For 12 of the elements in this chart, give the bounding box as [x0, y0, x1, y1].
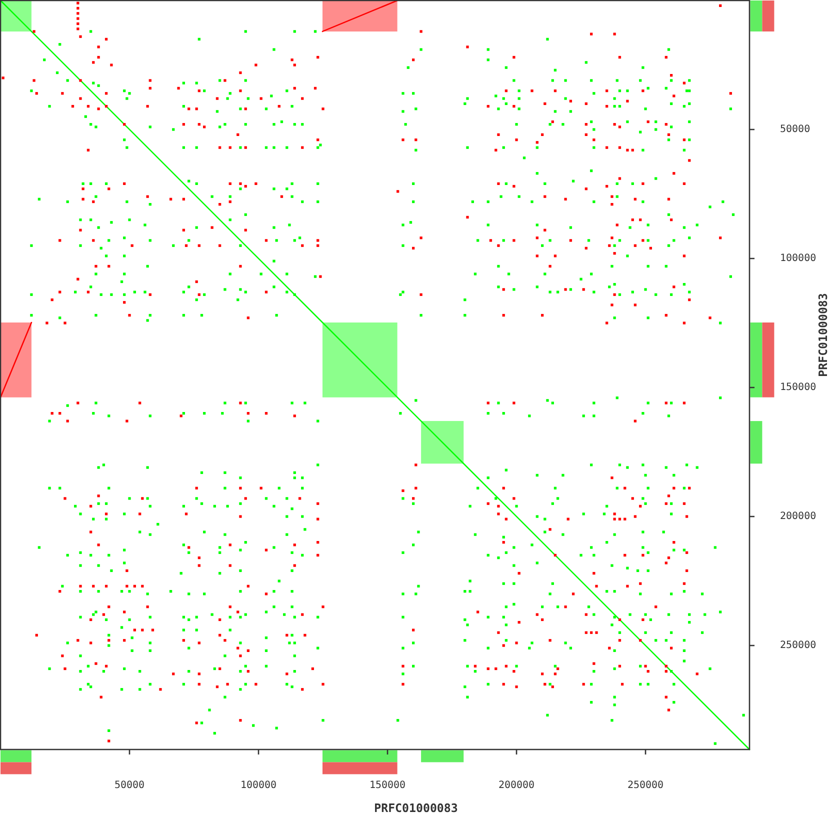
x-tick-label: 150000 [369, 780, 406, 791]
y-tick-label: 200000 [780, 511, 816, 522]
x-tick-label: 50000 [114, 780, 145, 791]
x-tick-label: 250000 [627, 780, 664, 791]
x-tick-label: 200000 [498, 780, 535, 791]
y-tick-label: 50000 [780, 124, 810, 136]
y-tick-label: 100000 [780, 253, 816, 264]
y-tick-label: 250000 [780, 640, 816, 652]
x-axis-title: PRFC01000083 [374, 801, 458, 815]
y-tick-label: 150000 [780, 382, 816, 394]
x-tick-label: 100000 [240, 780, 277, 791]
y-axis-title: PRFC01000083 [816, 293, 830, 377]
